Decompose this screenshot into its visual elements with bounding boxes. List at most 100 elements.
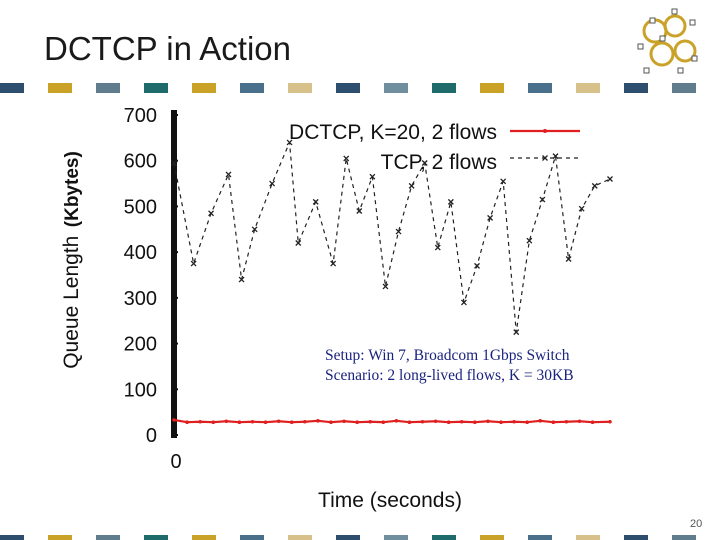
- deco-segment: [624, 83, 648, 93]
- deco-segment: [288, 83, 312, 93]
- deco-segment: [504, 83, 528, 93]
- dctcp-data-point: [420, 419, 425, 424]
- deco-segment: [528, 535, 552, 540]
- tcp-data-point: [295, 240, 302, 246]
- y-tick-label: 400: [124, 242, 157, 264]
- legend-marker-tcp: [542, 155, 548, 161]
- legend-label-dctcp: DCTCP, K=20, 2 flows: [289, 121, 497, 144]
- dctcp-data-point: [538, 419, 543, 423]
- deco-segment: [384, 535, 408, 540]
- deco-segment: [144, 83, 168, 93]
- deco-segment: [480, 535, 504, 540]
- deco-segment: [0, 535, 24, 540]
- dctcp-data-point: [237, 420, 242, 425]
- dctcp-data-point: [342, 419, 346, 424]
- tcp-data-point: [591, 182, 598, 189]
- deco-segment: [0, 83, 24, 93]
- tcp-data-point: [269, 180, 276, 187]
- deco-segment: [480, 83, 504, 93]
- deco-segment: [648, 535, 672, 540]
- deco-segment: [528, 83, 552, 93]
- y-axis-label-unit: (Kbytes): [62, 151, 83, 227]
- deco-segment: [552, 535, 576, 540]
- dctcp-series-line: [173, 418, 611, 424]
- tcp-data-point: [607, 176, 613, 182]
- tcp-data-point: [395, 228, 402, 235]
- bottom-deco-bar: [0, 535, 720, 540]
- deco-segment: [624, 535, 648, 540]
- y-axis-label: Queue Length (Kbytes): [60, 151, 83, 369]
- dctcp-data-point: [512, 419, 516, 424]
- tcp-data-point: [487, 214, 494, 221]
- dctcp-data-point: [394, 419, 399, 423]
- deco-segment: [456, 83, 480, 93]
- setup-note: Setup: Win 7, Broadcom 1Gbps Switch Scen…: [325, 346, 574, 386]
- dctcp-data-point: [564, 419, 569, 424]
- tcp-series-line: [173, 142, 611, 333]
- tcp-data-point: [421, 160, 428, 166]
- y-tick-label: 200: [124, 334, 157, 356]
- y-axis-label-main: Queue Length: [60, 236, 83, 369]
- dctcp-data-point: [459, 419, 464, 424]
- tcp-data-point: [208, 210, 215, 217]
- tcp-data-point: [171, 160, 177, 166]
- dctcp-data-point: [224, 419, 229, 424]
- dctcp-data-point: [446, 420, 451, 425]
- dctcp-data-point: [381, 420, 386, 425]
- legend-marker-dctcp: [543, 129, 547, 133]
- deco-segment: [312, 83, 336, 93]
- deco-segment: [72, 83, 96, 93]
- tcp-data-point: [343, 155, 350, 162]
- dctcp-data-point: [525, 420, 529, 425]
- deco-segment: [48, 535, 72, 540]
- dctcp-data-point: [316, 419, 320, 423]
- slide-title: DCTCP in Action: [44, 30, 291, 67]
- page-number: 20: [690, 518, 703, 530]
- deco-segment: [144, 535, 168, 540]
- deco-segment: [456, 535, 480, 540]
- dctcp-data-point: [303, 419, 307, 424]
- deco-segment: [288, 535, 312, 540]
- y-tick-label: 500: [124, 196, 157, 218]
- deco-segment: [408, 83, 432, 93]
- tcp-data-point: [369, 173, 376, 180]
- dctcp-data-point: [551, 420, 556, 425]
- deco-segment: [24, 83, 48, 93]
- deco-segment: [408, 535, 432, 540]
- deco-segment: [168, 535, 192, 540]
- deco-segment: [120, 83, 144, 93]
- tcp-data-point: [434, 244, 441, 251]
- tcp-data-point: [500, 178, 507, 185]
- deco-segment: [360, 83, 384, 93]
- deco-segment: [192, 83, 216, 93]
- tcp-data-point: [382, 283, 389, 290]
- tcp-data-point: [251, 226, 258, 233]
- tcp-data-point: [474, 262, 480, 269]
- tcp-data-point: [565, 256, 572, 262]
- scenario-line: Scenario: 2 long-lived flows, K = 30KB: [325, 367, 574, 384]
- deco-segment: [576, 535, 600, 540]
- deco-segment: [336, 535, 360, 540]
- dctcp-data-point: [608, 419, 612, 424]
- tcp-data-point: [408, 182, 415, 189]
- deco-segment: [168, 83, 192, 93]
- dctcp-data-point: [185, 420, 189, 425]
- setup-line: Setup: Win 7, Broadcom 1Gbps Switch: [325, 347, 570, 364]
- deco-segment: [576, 83, 600, 93]
- deco-segment: [264, 83, 288, 93]
- tcp-data-point: [330, 260, 337, 267]
- deco-segment: [216, 535, 240, 540]
- y-tick-label: 600: [124, 151, 157, 173]
- deco-segment: [96, 535, 120, 540]
- deco-segment: [504, 535, 528, 540]
- y-tick-label: 300: [124, 288, 157, 310]
- tcp-data-point: [447, 198, 454, 205]
- dctcp-data-point: [329, 420, 333, 425]
- tcp-data-point: [225, 171, 232, 178]
- x-tick-label: 0: [170, 451, 181, 473]
- y-tick-label: 0: [146, 425, 157, 447]
- tcp-data-point: [190, 260, 197, 267]
- deco-segment: [696, 535, 720, 540]
- deco-segment: [24, 535, 48, 540]
